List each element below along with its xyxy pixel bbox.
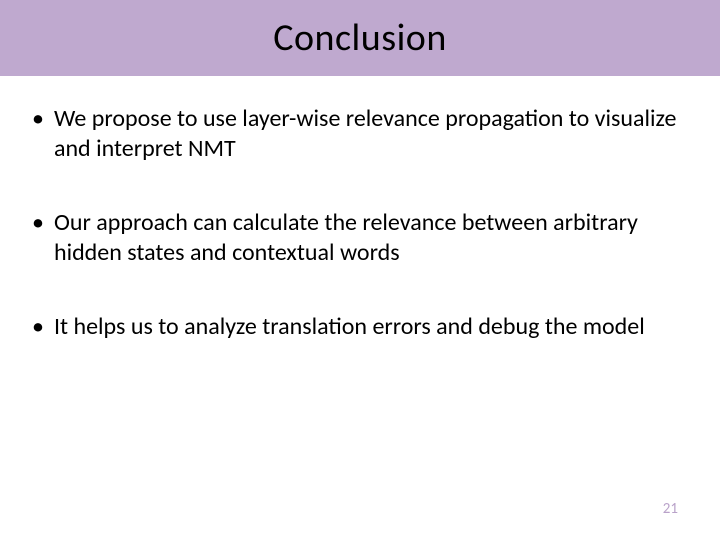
bullet-item: • It helps us to analyze translation err… — [30, 312, 690, 342]
page-number: 21 — [663, 500, 678, 518]
bullet-text: We propose to use layer-wise relevance p… — [54, 104, 690, 164]
bullet-item: • We propose to use layer-wise relevance… — [30, 104, 690, 164]
slide-body: • We propose to use layer-wise relevance… — [0, 76, 720, 342]
bullet-icon: • — [32, 104, 44, 134]
bullet-icon: • — [32, 312, 44, 342]
slide-title: Conclusion — [273, 15, 447, 61]
bullet-icon: • — [32, 208, 44, 238]
bullet-item: • Our approach can calculate the relevan… — [30, 208, 690, 268]
header-band: Conclusion — [0, 0, 720, 76]
bullet-text: Our approach can calculate the relevance… — [54, 208, 690, 268]
bullet-text: It helps us to analyze translation error… — [54, 312, 690, 342]
